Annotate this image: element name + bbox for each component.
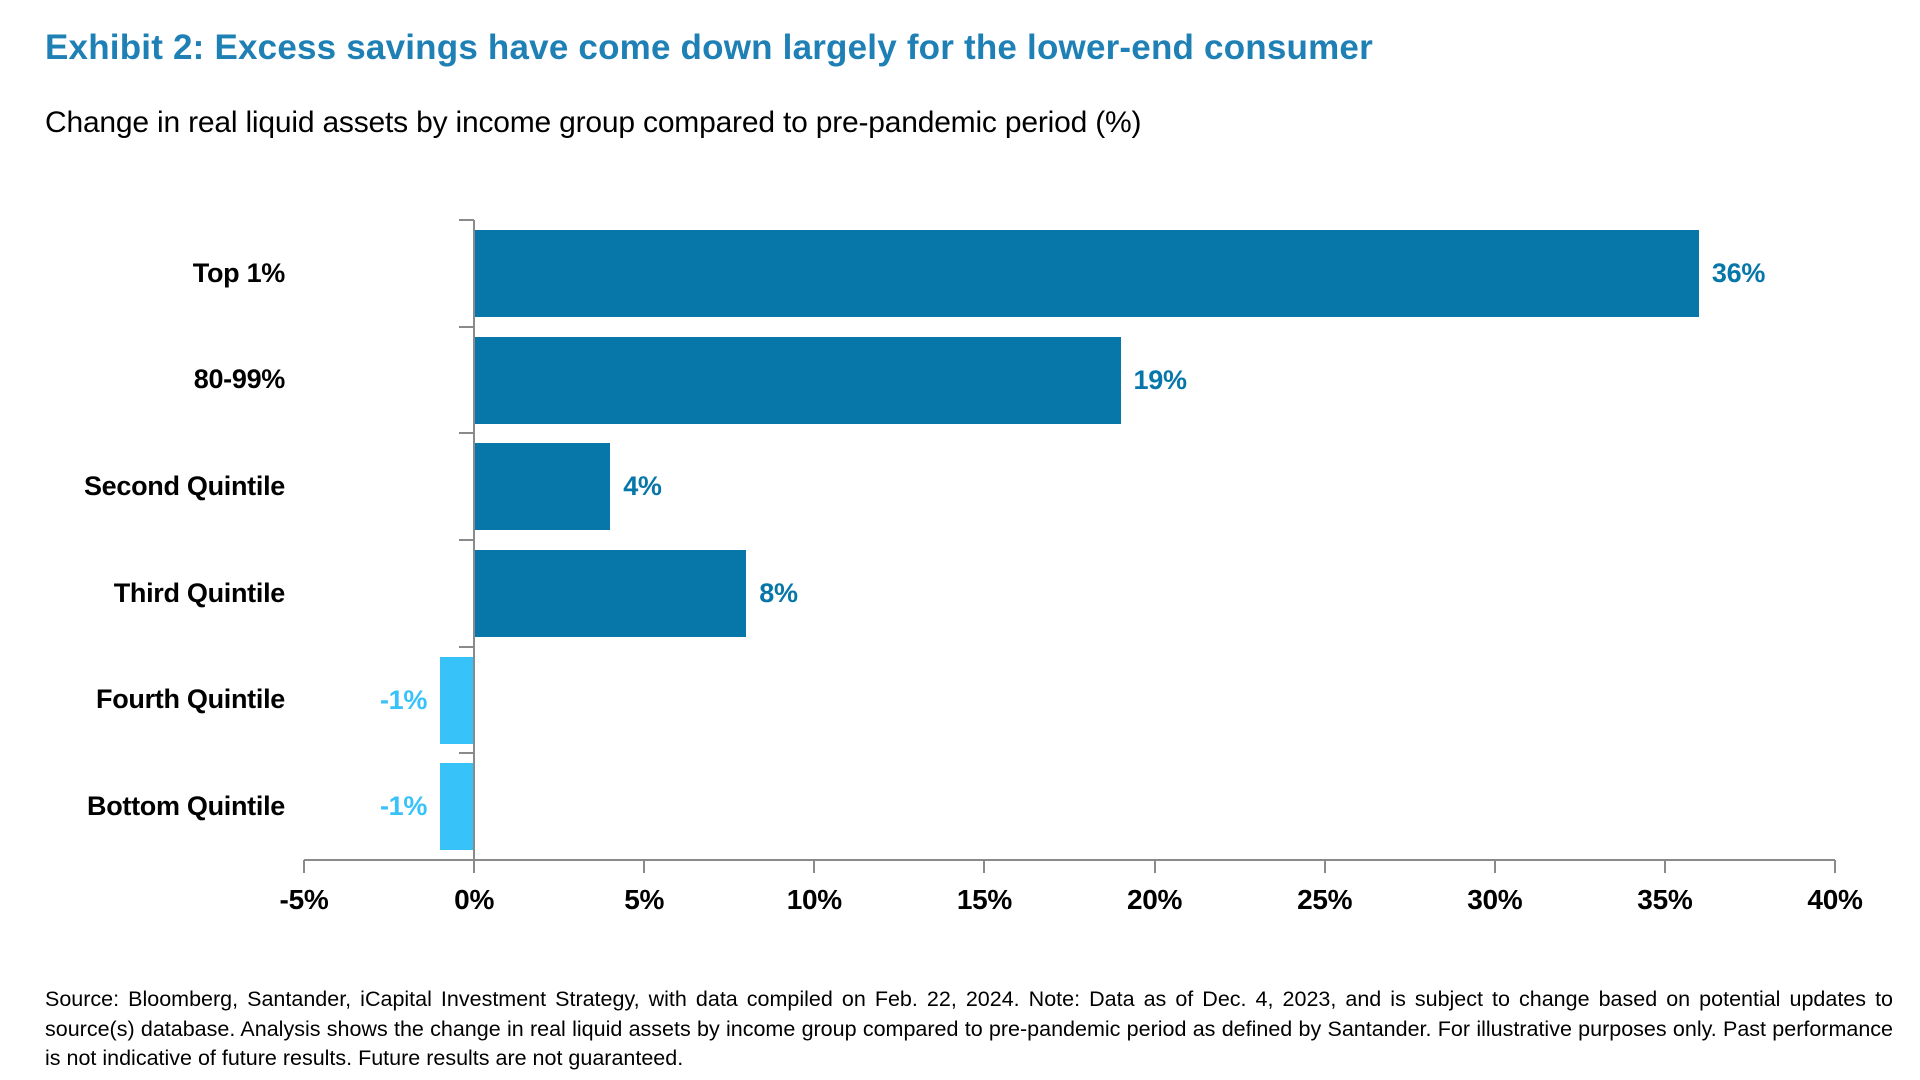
category-axis: Top 1% 80-99% Second Quintile Third Quintil…	[40, 220, 285, 860]
x-tick-label: 0%	[454, 884, 495, 915]
x-tick-label: 5%	[624, 884, 665, 915]
bar-value-label: -1%	[379, 791, 428, 822]
y-tick	[459, 752, 475, 755]
x-tick	[1493, 860, 1496, 873]
x-tick-label: 35%	[1637, 884, 1693, 915]
bar	[474, 443, 611, 531]
bar-value-label: 19%	[1133, 364, 1187, 395]
x-tick-label: 30%	[1467, 884, 1523, 915]
y-axis-line	[473, 220, 476, 860]
x-tick-label: 10%	[786, 884, 842, 915]
x-axis-line	[304, 859, 1835, 861]
bar-value-label: -1%	[379, 684, 428, 715]
y-tick	[459, 432, 475, 435]
category-label: Fourth Quintile	[96, 684, 285, 715]
x-tick	[473, 860, 476, 873]
bar-value-label: 4%	[623, 471, 662, 502]
bar	[474, 229, 1699, 317]
category-label: Top 1%	[192, 257, 286, 288]
chart-subtitle: Change in real liquid assets by income g…	[45, 106, 1142, 139]
y-tick	[459, 539, 475, 541]
x-tick	[1663, 860, 1666, 873]
x-tick	[1153, 860, 1156, 873]
x-axis: -5% 0% 5% 10% 15% 20% 25% 30% 35% 40%	[280, 884, 1863, 924]
y-tick	[459, 859, 475, 861]
x-tick	[983, 860, 986, 873]
bar	[474, 549, 747, 637]
bar-value-label: 8%	[759, 577, 798, 608]
x-tick-label: 20%	[1126, 884, 1183, 915]
bar-value-label: 36%	[1711, 257, 1766, 288]
bar	[440, 656, 475, 744]
source-note: Source: Bloomberg, Santander, iCapital I…	[45, 987, 1893, 1070]
category-label: Third Quintile	[113, 577, 286, 608]
exhibit-title: Exhibit 2: Excess savings have come down…	[45, 28, 1373, 67]
x-tick	[1834, 860, 1836, 873]
y-tick	[459, 219, 475, 221]
plot-area: 36% 19% 4% 8% -1% -1%	[303, 219, 1836, 873]
category-label: 80-99%	[193, 364, 286, 395]
x-tick-label: 15%	[956, 884, 1013, 915]
x-tick	[1323, 860, 1326, 873]
x-tick	[643, 860, 646, 873]
x-tick-label: 40%	[1807, 884, 1863, 915]
x-tick-label: -5%	[279, 884, 329, 915]
category-label: Bottom Quintile	[87, 791, 285, 822]
y-tick	[459, 325, 475, 328]
x-tick-label: 25%	[1297, 884, 1353, 915]
category-label: Second Quintile	[83, 471, 285, 502]
bar	[440, 763, 475, 851]
x-tick	[303, 860, 305, 873]
y-tick	[459, 645, 475, 648]
bar	[474, 336, 1121, 424]
bar-chart: Top 1% 80-99% Second Quintile Third Quintil…	[40, 219, 1863, 924]
x-tick	[813, 860, 816, 873]
